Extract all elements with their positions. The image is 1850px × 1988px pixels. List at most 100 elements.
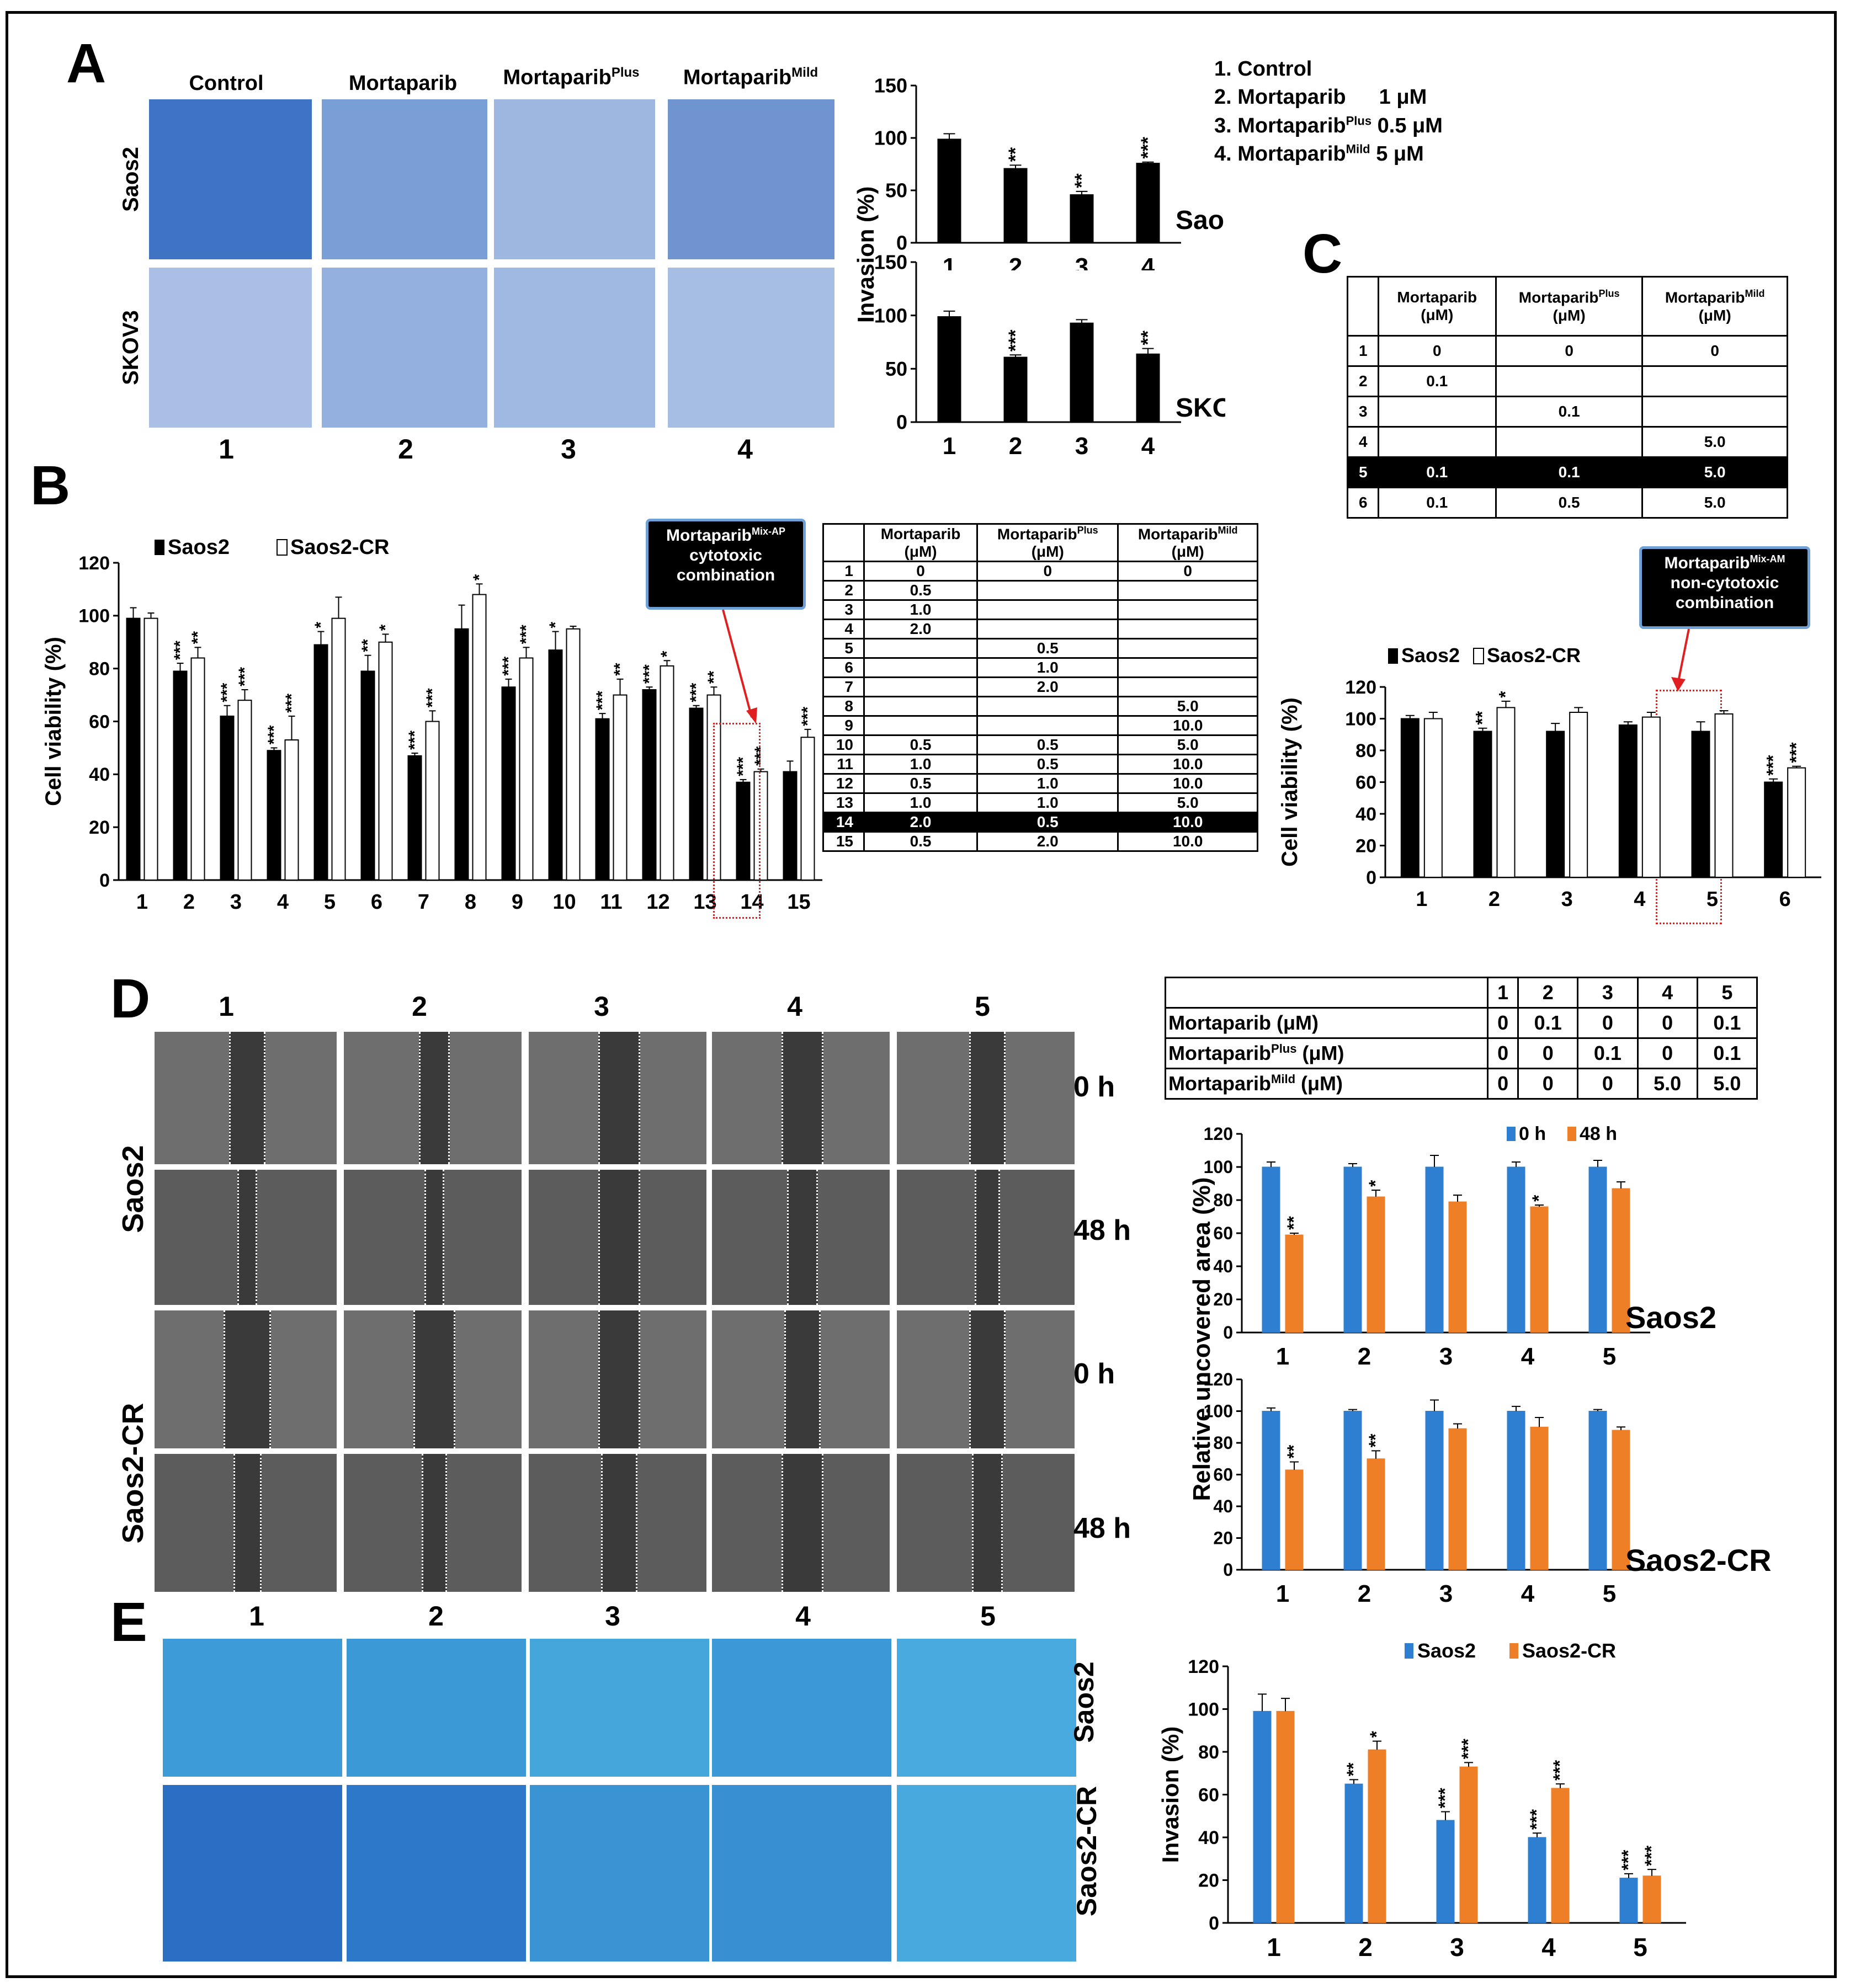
significance-mark: ** [1284,1445,1304,1458]
table-cell: 0.1 [1577,1037,1639,1069]
bar [237,700,252,881]
row-label-a-saos2: Saos2 [119,147,143,212]
bar [1787,767,1806,878]
table-cell: 10.0 [1117,754,1258,775]
table-cell [1641,365,1788,397]
x-tick-label: 12 [646,891,669,910]
bar [1507,1166,1525,1333]
y-tick-label: 80 [1213,1433,1233,1453]
col-number-a-2: 2 [398,434,413,465]
wound-gap [975,1170,1000,1305]
table-row: 9 10.0 [822,715,1258,737]
panel-label-e: E [110,1591,147,1653]
micrograph-a-skov3-3 [494,268,655,428]
wound-image [529,1454,706,1592]
significance-mark: *** [1458,1738,1478,1759]
bar [331,617,346,881]
significance-mark: *** [283,694,301,713]
wound-gap [598,1310,640,1448]
x-tick-label: 4 [1141,253,1155,270]
legend-swatch-saos2cr [277,539,288,556]
table-cell [1495,426,1644,458]
table-cell: 1.0 [863,599,979,621]
x-tick-label: 1 [943,253,956,270]
table-c: Mortaparib (μM) MortaparibPlus (μM) Mortapar… [1347,276,1788,519]
legend-label-saos2cr: Saos2-CR [1487,644,1581,667]
wound-image [529,1170,706,1305]
y-tick-label: 40 [1213,1496,1233,1516]
bar [407,755,422,881]
y-tick-label: 150 [874,251,907,274]
wound-image [155,1170,337,1305]
x-tick-label: 4 [1521,1343,1535,1370]
table-cell: 8 [822,696,865,717]
highlight-b-14 [713,723,761,919]
table-row: 10 0.5 0.5 5.0 [822,734,1258,756]
wound-image [529,1310,706,1448]
table-cell: 0.5 [863,831,979,852]
bar [1448,1428,1467,1570]
y-tick-label: 20 [1198,1870,1219,1891]
x-tick-label: 2 [1488,888,1500,911]
table-cell [976,715,1119,737]
table-cell: 5 [822,638,865,659]
significance-mark: *** [1618,1850,1638,1870]
x-tick-label: 1 [1276,1580,1289,1607]
significance-mark: ** [611,663,629,676]
bar [1448,1201,1467,1333]
table-cell [1117,580,1258,601]
y-tick-label: 40 [1198,1827,1219,1848]
x-tick-label: 4 [1634,888,1645,911]
wound-image [712,1310,890,1448]
table-row: MortaparibPlus (μM) 0 0 0.1 0 0.1 [1164,1037,1758,1069]
table-d: 1 2 3 4 5 Mortaparib (μM) 0 0.1 0 0 0.1 MortaparibP… [1164,977,1758,1100]
significance-mark: * [658,651,676,657]
micrograph-a-saos2-1 [149,99,312,259]
bar [1423,718,1443,878]
table-cell [976,580,1119,601]
table-cell: 0 [1636,1037,1698,1069]
bar [642,689,657,881]
significance-mark: ** [359,639,377,652]
x-tick-label: 15 [787,891,810,910]
significance-mark: ** [1472,711,1492,724]
table-cell: 11 [822,754,865,775]
y-tick-label: 50 [885,179,907,202]
col-header-mortaparib: Mortaparib [348,72,458,95]
table-cell [1377,396,1497,428]
x-tick-label: 3 [1075,253,1088,270]
chart-d-saos2: 0 20 40 60 80 100 120 1 ** 2 * 3 4 * 5 0 h 48 h [1204,1123,1650,1370]
table-cell: 6 [822,657,865,679]
significance-mark: *** [1005,329,1026,351]
table-b: Mortaparib (μM) MortaparibPlus (μM) Mortapar… [822,523,1258,852]
significance-mark: *** [236,667,254,686]
annotation-b: MortaparibMix-AP cytotoxic combination [646,519,806,610]
invasion-image [347,1785,526,1962]
significance-mark: *** [1641,1845,1661,1866]
bar [689,707,704,881]
bar [1530,1206,1549,1333]
col-header-mortaparib-plus: MortaparibPlus [503,65,640,89]
table-cell: 0.5 [976,754,1119,775]
invasion-image [163,1785,342,1962]
table-cell: 0 [1636,1007,1698,1039]
wound-image [529,1032,706,1164]
d-label-saos2cr: Saos2-CR [1625,1543,1772,1577]
table-cell: 2.0 [863,619,979,640]
bar [1528,1837,1546,1923]
x-tick-label: 5 [1603,1580,1616,1607]
table-header-cell: MortaparibMild (μM) [1641,276,1788,337]
bar [1285,1234,1304,1333]
table-header-cell: Mortaparib (μM) [863,523,979,563]
invasion-image [163,1639,342,1777]
table-cell: 2 [1347,365,1379,397]
table-cell: 4 [822,619,865,640]
x-tick-label: 1 [1276,1343,1289,1370]
bar [1612,1188,1630,1333]
x-tick-label: 5 [1603,1343,1616,1370]
table-cell: 10.0 [1117,715,1258,737]
bar [454,628,469,881]
